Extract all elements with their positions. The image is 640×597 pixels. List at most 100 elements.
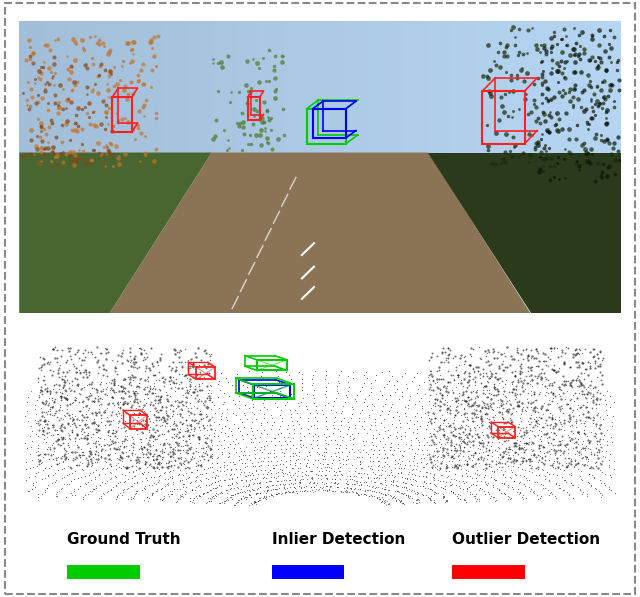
Point xyxy=(65,464,76,473)
Point xyxy=(537,69,547,79)
Point xyxy=(397,472,407,481)
Point xyxy=(400,402,410,412)
Point xyxy=(412,428,422,438)
Point xyxy=(424,370,435,380)
Point xyxy=(79,431,90,441)
Point xyxy=(592,63,602,72)
Point xyxy=(78,146,88,156)
Point xyxy=(444,466,454,476)
Point xyxy=(138,79,148,89)
Point xyxy=(447,457,458,466)
Point xyxy=(77,397,87,407)
Point xyxy=(354,413,364,423)
Point xyxy=(582,452,592,461)
Point xyxy=(310,366,320,376)
Point xyxy=(150,391,161,401)
Point xyxy=(532,421,543,430)
Point xyxy=(593,453,604,463)
Point xyxy=(596,460,606,469)
Point xyxy=(486,472,496,482)
Point xyxy=(556,424,566,434)
Point xyxy=(584,56,595,65)
Point xyxy=(50,69,60,78)
Point xyxy=(531,138,541,147)
Point xyxy=(120,426,131,435)
Point xyxy=(547,380,557,390)
Point xyxy=(90,438,100,448)
Point xyxy=(346,429,356,439)
Point xyxy=(432,382,442,392)
Point xyxy=(582,124,593,133)
Point xyxy=(330,448,340,457)
Point xyxy=(470,459,481,469)
Point xyxy=(472,469,483,478)
Point xyxy=(116,453,126,462)
Point xyxy=(418,482,428,491)
Point xyxy=(569,396,579,406)
Point xyxy=(552,366,563,376)
Point xyxy=(128,442,138,452)
Point xyxy=(542,153,552,163)
Point xyxy=(217,488,227,497)
Point xyxy=(512,73,522,83)
Point xyxy=(575,484,585,494)
Point xyxy=(348,367,358,377)
Point xyxy=(347,474,357,484)
Point xyxy=(468,367,479,377)
Point xyxy=(106,384,116,393)
Point xyxy=(463,377,474,387)
Point xyxy=(361,436,371,445)
Point xyxy=(48,423,58,432)
Point xyxy=(71,110,81,119)
Point xyxy=(257,448,267,457)
Point xyxy=(522,48,532,57)
Point xyxy=(502,457,512,466)
Point xyxy=(195,491,205,501)
Point xyxy=(518,424,528,433)
Point xyxy=(148,454,159,463)
Point xyxy=(568,427,579,437)
Point xyxy=(68,418,79,427)
Point xyxy=(496,158,506,168)
Point xyxy=(430,432,440,441)
Point xyxy=(58,432,68,441)
Point xyxy=(521,456,531,466)
Point xyxy=(159,447,169,457)
Point xyxy=(336,367,346,376)
Point xyxy=(210,473,220,482)
Point xyxy=(324,485,334,495)
Point xyxy=(283,432,293,442)
Point xyxy=(255,445,266,455)
Point xyxy=(476,438,486,448)
Point xyxy=(483,489,493,498)
Point xyxy=(321,466,331,475)
Point xyxy=(131,456,141,465)
Point xyxy=(500,429,510,439)
Point xyxy=(278,468,289,478)
Point xyxy=(576,466,586,475)
Point xyxy=(266,476,276,485)
Point xyxy=(571,344,581,353)
Point xyxy=(145,440,156,450)
Point xyxy=(332,463,342,472)
Point xyxy=(298,474,308,484)
Point xyxy=(310,429,320,438)
Point xyxy=(313,443,323,453)
Point xyxy=(287,470,298,479)
Point xyxy=(109,443,119,453)
Point xyxy=(499,451,509,460)
Point xyxy=(546,438,556,448)
Point xyxy=(219,397,229,407)
Point xyxy=(276,441,286,450)
Point xyxy=(538,161,548,170)
Point xyxy=(439,491,449,500)
Point xyxy=(319,447,329,457)
Point xyxy=(155,353,165,362)
Point xyxy=(286,472,296,481)
Point xyxy=(70,436,80,446)
Point xyxy=(109,380,119,389)
Point xyxy=(374,487,384,497)
Point xyxy=(438,424,448,434)
Point xyxy=(404,457,414,466)
Point xyxy=(590,484,600,493)
